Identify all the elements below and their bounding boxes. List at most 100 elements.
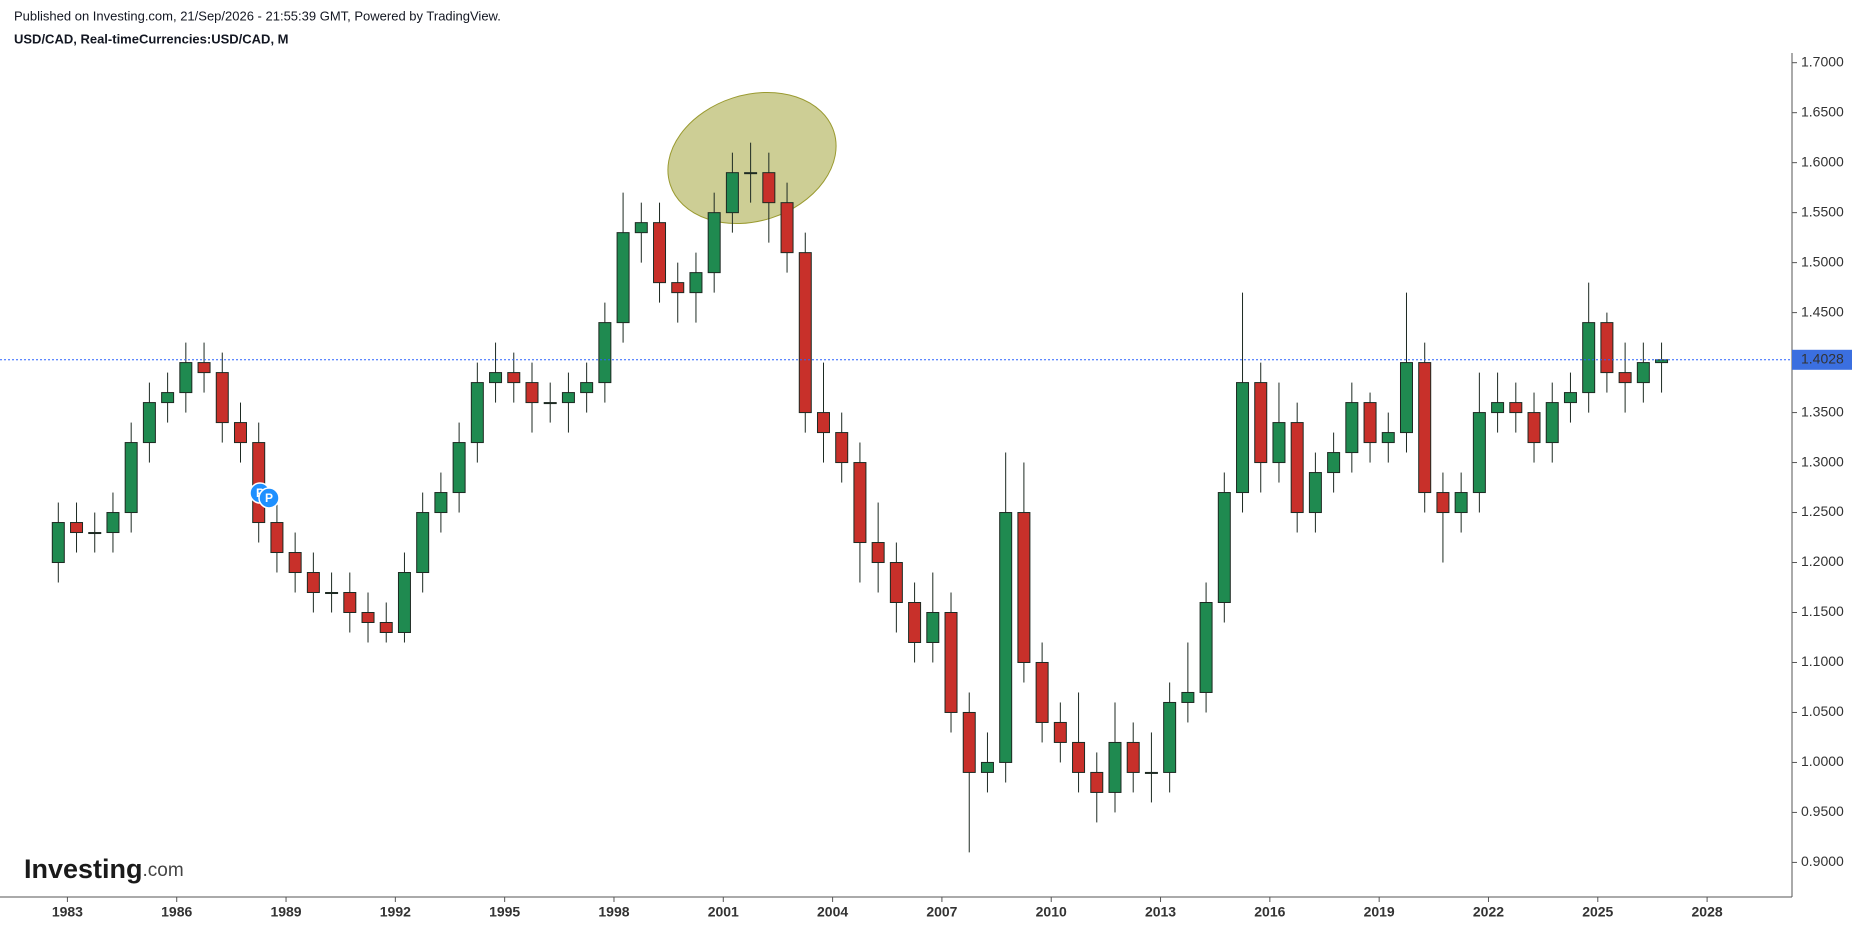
candle-body xyxy=(489,372,503,384)
candle-body xyxy=(1236,382,1250,494)
candle-body xyxy=(1072,741,1086,773)
candle-body xyxy=(1618,372,1632,384)
candle-body xyxy=(871,542,885,564)
candle-body xyxy=(1163,701,1177,773)
candle-body xyxy=(1290,422,1304,514)
y-tick-label: 1.7000 xyxy=(1801,53,1844,69)
candle-body xyxy=(1545,402,1559,444)
candle-body xyxy=(944,612,958,713)
candle-body xyxy=(270,522,284,554)
y-tick-label: 1.5500 xyxy=(1801,203,1844,219)
candle-body xyxy=(197,362,211,374)
candle-body xyxy=(762,172,776,204)
candle-body xyxy=(835,432,849,464)
y-tick-label: 0.9500 xyxy=(1801,803,1844,819)
y-tick-label: 0.9000 xyxy=(1801,853,1844,869)
candle-body xyxy=(707,212,721,274)
candle-body xyxy=(1527,412,1541,444)
candle-body xyxy=(1035,661,1049,723)
candle-body xyxy=(1600,322,1614,374)
candle-body xyxy=(580,382,594,394)
y-tick-label: 1.2500 xyxy=(1801,503,1844,519)
candle-body xyxy=(233,422,247,444)
x-tick-label: 1986 xyxy=(161,904,192,920)
candle-body xyxy=(1381,432,1395,444)
candle-body xyxy=(780,202,794,254)
candle-body xyxy=(1399,362,1413,434)
candle-body xyxy=(798,252,812,414)
candle-body xyxy=(1181,691,1195,703)
candle-body xyxy=(507,372,521,384)
x-tick-label: 2010 xyxy=(1036,904,1067,920)
candle-body xyxy=(1199,602,1213,693)
candle-body xyxy=(962,711,976,773)
x-tick-label: 2016 xyxy=(1254,904,1285,920)
y-tick-label: 1.1000 xyxy=(1801,653,1844,669)
candle-body xyxy=(434,492,448,514)
candle-body xyxy=(1144,771,1158,774)
candle-body xyxy=(179,362,193,394)
x-tick-label: 2019 xyxy=(1364,904,1395,920)
candle-body xyxy=(616,232,630,324)
candle-body xyxy=(379,621,393,633)
x-tick-label: 2007 xyxy=(926,904,957,920)
candle-body xyxy=(1308,472,1322,514)
x-tick-label: 2001 xyxy=(708,904,739,920)
candle-body xyxy=(1254,382,1268,464)
candle-body xyxy=(1563,392,1577,404)
candle-body xyxy=(1126,741,1140,773)
candle-body xyxy=(325,592,339,595)
candle-body xyxy=(88,532,102,535)
candle-body xyxy=(416,512,430,574)
y-tick-label: 1.1500 xyxy=(1801,603,1844,619)
candle-body xyxy=(397,572,411,633)
candle-body xyxy=(689,272,703,294)
candle-body xyxy=(343,592,357,614)
x-tick-label: 2004 xyxy=(817,904,848,920)
candle-body xyxy=(51,522,65,564)
candle-body xyxy=(1363,402,1377,444)
candle-body xyxy=(1491,402,1505,414)
candle-body xyxy=(525,382,539,404)
candle-body xyxy=(1053,721,1067,743)
candle-body xyxy=(1345,402,1359,454)
published-note: Published on Investing.com, 21/Sep/2026 … xyxy=(14,8,501,23)
candle-body xyxy=(1418,362,1432,494)
candle-body xyxy=(361,612,375,623)
candle-body xyxy=(124,442,138,514)
candle-body xyxy=(561,392,575,404)
candle-body xyxy=(634,222,648,234)
x-tick-label: 2028 xyxy=(1692,904,1723,920)
y-tick-label: 1.3500 xyxy=(1801,403,1844,419)
y-tick-label: 1.4500 xyxy=(1801,303,1844,319)
x-tick-label: 2013 xyxy=(1145,904,1176,920)
candle-body xyxy=(744,172,758,175)
candle-body xyxy=(470,382,484,444)
candle-body xyxy=(106,512,120,534)
candle-body xyxy=(653,222,667,284)
candle-body xyxy=(1472,412,1486,494)
candle-body xyxy=(1090,771,1104,793)
symbol-title: USD/CAD, Real-timeCurrencies:USD/CAD, M xyxy=(14,31,289,46)
candle-body xyxy=(1636,362,1650,384)
candle-body xyxy=(1108,741,1122,793)
candle-body xyxy=(70,522,84,534)
candle-body xyxy=(725,172,739,214)
y-tick-label: 1.6500 xyxy=(1801,103,1844,119)
candle-body xyxy=(1509,402,1523,414)
x-tick-label: 2025 xyxy=(1582,904,1613,920)
x-tick-label: 2022 xyxy=(1473,904,1504,920)
x-tick-label: 1998 xyxy=(598,904,629,920)
candle-body xyxy=(215,372,229,424)
candle-body xyxy=(1017,512,1031,663)
candle-body xyxy=(816,412,830,434)
y-tick-label: 1.3000 xyxy=(1801,453,1844,469)
marker-badge xyxy=(258,487,280,509)
y-tick-label: 1.2000 xyxy=(1801,553,1844,569)
candle-body xyxy=(598,322,612,384)
candle-body xyxy=(452,442,466,494)
logo-brand: Investing xyxy=(24,854,143,884)
last-price-box xyxy=(1792,349,1852,370)
x-tick-label: 1992 xyxy=(380,904,411,920)
candle-body xyxy=(999,512,1013,763)
